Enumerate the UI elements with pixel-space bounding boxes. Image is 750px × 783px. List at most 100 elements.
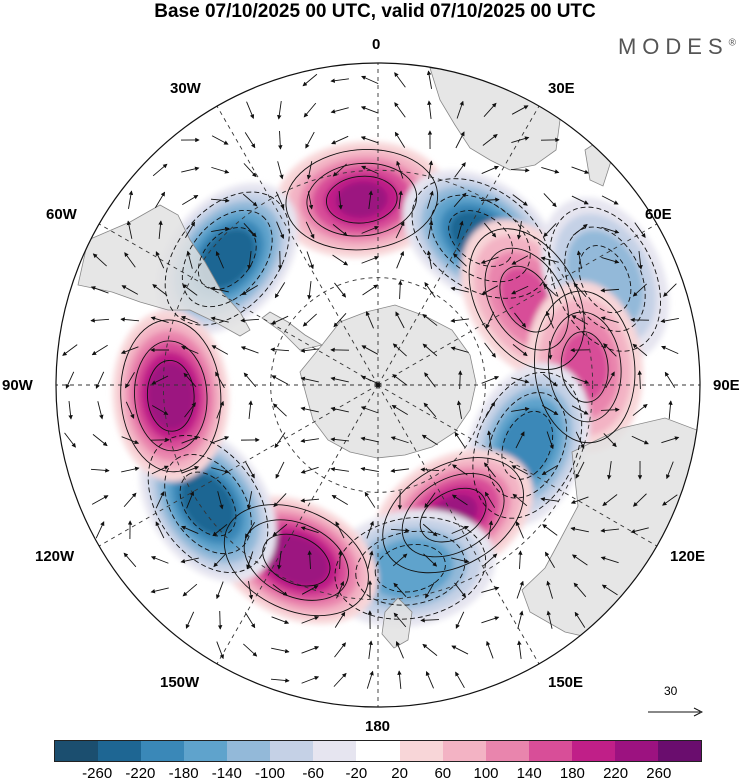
wind-vector [247,251,252,270]
anomaly-band [335,181,388,218]
wind-vector [546,431,554,450]
wind-vector [424,281,436,298]
wind-vector [210,198,230,203]
wind-vector [575,431,585,449]
wind-vector [332,224,348,237]
wind-vector [300,406,319,413]
wind-vector [543,193,557,208]
colorbar-tick: -180 [168,765,199,782]
wind-vector [660,318,679,324]
logo-text: MODES [617,34,729,59]
wind-vector [90,318,110,323]
wind-vector [182,194,199,206]
map-boundary [55,62,701,708]
colorbar-tick: -260 [82,765,113,782]
wind-vector [274,432,286,449]
wind-vector [601,584,618,596]
contour-line [197,227,257,290]
wind-vector [330,467,349,472]
wind-vector [277,551,282,570]
contour-line [560,331,609,403]
wind-vector [301,676,320,684]
wind-vector [397,670,402,690]
wind-vector [572,224,588,236]
wind-vector [511,285,529,295]
anomaly-band [381,547,440,589]
anomaly-band [188,482,228,526]
contour-line [334,516,487,620]
contour-line [484,247,569,351]
wind-vector [393,582,407,597]
meridian-line [216,105,379,386]
wind-vector [542,283,557,297]
anomaly-band [507,420,547,471]
wind-vector [62,344,78,356]
wind-vector [456,400,462,419]
colorbar-bin-0 [55,741,99,761]
meridian-line [216,384,379,665]
wind-vector [306,161,313,180]
wind-vector [455,671,465,689]
wind-vector [634,222,646,238]
wind-vector [210,286,229,293]
contour-line [578,245,632,314]
contour-line [306,162,418,237]
wind-vector [481,165,499,174]
wind-vector [246,101,255,120]
wind-vector [121,285,139,295]
wind-vector [301,646,320,654]
meridian-line [98,223,379,386]
wind-vector [601,257,620,264]
wind-vector [571,166,590,174]
wind-vector [661,436,680,444]
wind-vector [211,345,229,355]
contour-line [179,471,237,537]
wind-vector [394,102,406,118]
wind-vector [121,466,140,473]
wind-vector [632,343,648,357]
wind-vector [426,250,433,269]
wind-vector [390,436,409,444]
label-60e: 60E [645,206,672,223]
contour-line [262,533,331,587]
label-30e: 30E [548,80,575,97]
colorbar-bin-8 [399,741,443,761]
wind-vector [453,192,467,208]
wind-vector [420,467,440,472]
wind-vector [95,371,105,389]
wind-vector [420,618,440,623]
wind-vector [181,166,200,173]
wind-vector [275,191,285,209]
contour-line [223,504,369,617]
colorbar-bin-11 [528,741,572,761]
wind-vector [481,586,500,593]
wind-vector [240,318,260,323]
wind-vector [574,611,586,628]
wind-vector [248,581,254,600]
wind-vector [240,346,259,354]
wind-vector [630,527,649,534]
label-120e: 120E [670,548,706,565]
colorbar-bin-9 [442,741,486,761]
wind-vector [365,311,374,329]
wind-vector [392,553,408,567]
wind-vector [307,550,312,570]
wind-vector [272,403,287,417]
contour-line [181,209,273,308]
wind-vector [330,107,349,114]
wind-vector [216,641,224,660]
wind-vector [213,553,227,568]
contour-line [448,210,513,267]
wind-vector [421,434,438,446]
wind-vector [481,375,500,384]
wind-vector [303,102,317,118]
wind-vector [482,134,498,146]
wind-vector [211,467,230,474]
wind-vector [65,371,75,389]
wind-vector [511,136,530,143]
wind-vector [665,461,674,480]
wind-vector [300,526,319,534]
wind-vector [398,190,403,209]
wind-vector [483,102,497,118]
wind-vector [454,162,466,178]
